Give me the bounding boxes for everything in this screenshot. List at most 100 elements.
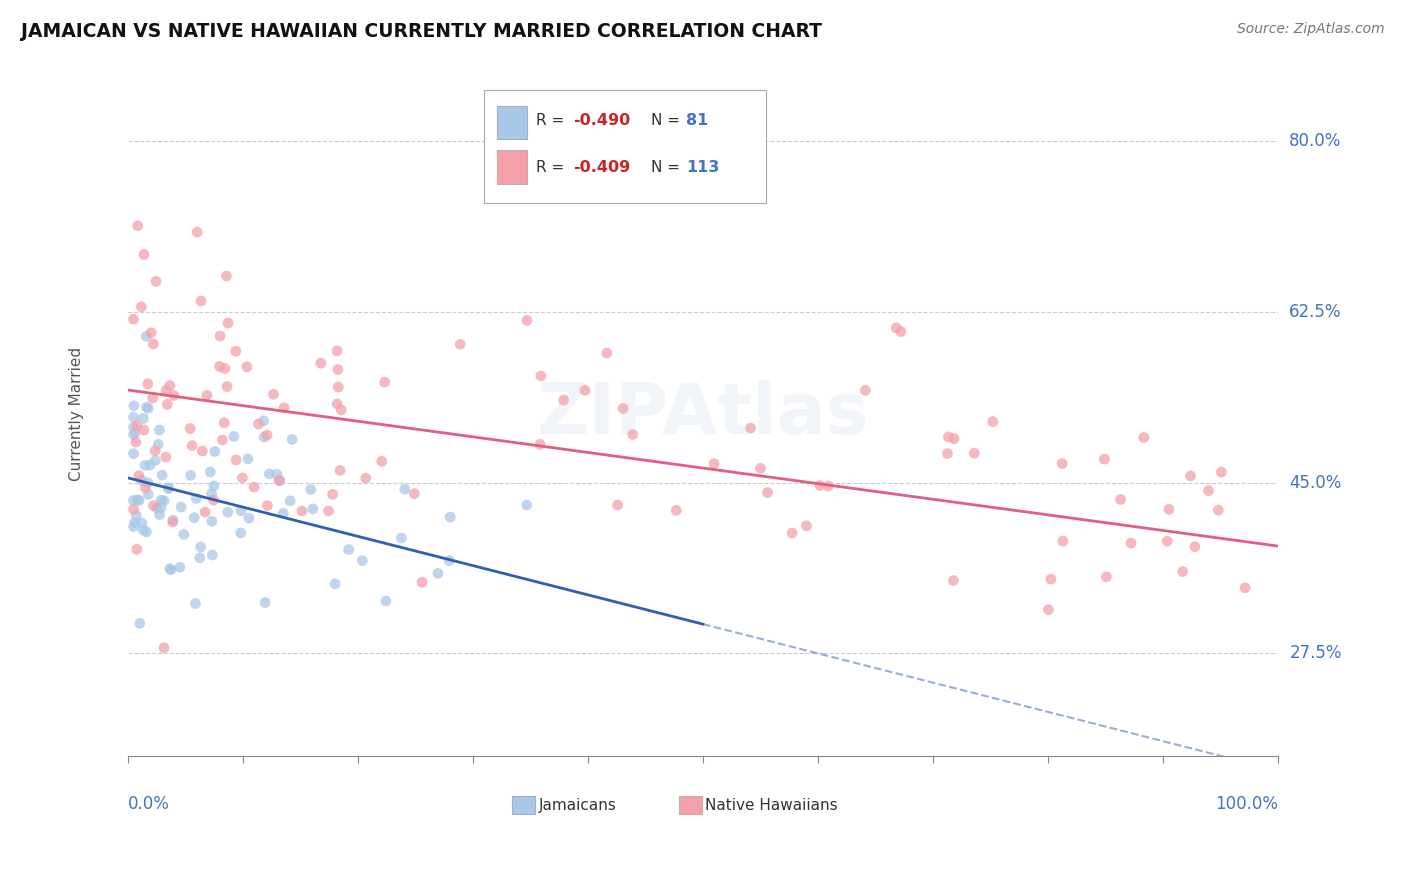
Point [215, 268, 238, 283]
Point [156, 397, 179, 411]
Point [1094, 452, 1116, 467]
Point [127, 219, 149, 233]
Point [202, 493, 225, 508]
Point [326, 397, 349, 411]
Point [322, 487, 344, 501]
Point [201, 486, 224, 500]
Point [808, 478, 831, 492]
Point [252, 414, 274, 428]
Point [139, 458, 162, 473]
Point [214, 361, 236, 376]
Point [181, 439, 204, 453]
Point [136, 401, 159, 416]
Point [122, 502, 145, 516]
Point [612, 401, 634, 416]
Point [183, 510, 205, 524]
Point [247, 417, 270, 431]
Point [439, 510, 461, 524]
Point [817, 479, 839, 493]
Point [1184, 540, 1206, 554]
Point [209, 329, 232, 343]
Point [1208, 503, 1230, 517]
Point [132, 411, 155, 425]
Point [231, 471, 253, 485]
Point [157, 482, 180, 496]
Point [273, 401, 295, 415]
Point [150, 493, 173, 508]
Text: Native Hawaiians: Native Hawaiians [706, 797, 838, 813]
Point [122, 427, 145, 442]
Point [1157, 502, 1180, 516]
Point [938, 430, 960, 444]
Point [749, 461, 772, 475]
Point [128, 468, 150, 483]
Point [143, 453, 166, 467]
Point [125, 435, 148, 450]
Point [200, 465, 222, 479]
Point [243, 480, 266, 494]
Point [190, 540, 212, 554]
Text: ZIPAtlas: ZIPAtlas [537, 380, 869, 449]
Point [135, 401, 157, 415]
Point [194, 505, 217, 519]
Point [134, 481, 156, 495]
Point [411, 575, 433, 590]
Point [259, 467, 281, 481]
Text: Currently Married: Currently Married [69, 347, 83, 482]
Point [131, 300, 153, 314]
Point [122, 399, 145, 413]
Point [136, 376, 159, 391]
Point [326, 343, 349, 358]
Point [1180, 469, 1202, 483]
Point [132, 247, 155, 261]
Point [740, 421, 762, 435]
Point [155, 450, 177, 464]
Point [135, 524, 157, 539]
Point [1039, 572, 1062, 586]
Text: 62.5%: 62.5% [1289, 303, 1341, 321]
Point [225, 453, 247, 467]
Point [125, 508, 148, 523]
Point [186, 225, 208, 239]
Point [1038, 603, 1060, 617]
Point [159, 378, 181, 392]
Point [122, 312, 145, 326]
Point [530, 368, 553, 383]
Text: N =: N = [651, 160, 685, 175]
Point [404, 486, 426, 500]
Point [190, 294, 212, 309]
Point [1050, 457, 1073, 471]
Point [162, 513, 184, 527]
Text: 81: 81 [686, 113, 709, 128]
FancyBboxPatch shape [679, 796, 702, 814]
FancyBboxPatch shape [498, 150, 527, 184]
Point [150, 500, 173, 515]
Point [150, 468, 173, 483]
Point [449, 337, 471, 351]
Point [1109, 492, 1132, 507]
Text: R =: R = [536, 160, 569, 175]
Point [337, 542, 360, 557]
Point [427, 566, 450, 581]
Point [330, 402, 353, 417]
Point [516, 498, 538, 512]
Point [329, 463, 352, 477]
Point [215, 379, 238, 393]
Point [943, 432, 966, 446]
Text: Source: ZipAtlas.com: Source: ZipAtlas.com [1237, 22, 1385, 37]
Text: 113: 113 [686, 160, 718, 175]
Point [124, 425, 146, 440]
Point [225, 344, 247, 359]
Point [128, 616, 150, 631]
Point [179, 421, 201, 435]
Point [143, 443, 166, 458]
Point [374, 375, 396, 389]
Point [890, 325, 912, 339]
Point [195, 388, 218, 402]
Point [269, 474, 291, 488]
Point [148, 508, 170, 522]
Point [574, 384, 596, 398]
Point [1052, 534, 1074, 549]
Text: -0.490: -0.490 [574, 113, 630, 128]
Point [1171, 565, 1194, 579]
